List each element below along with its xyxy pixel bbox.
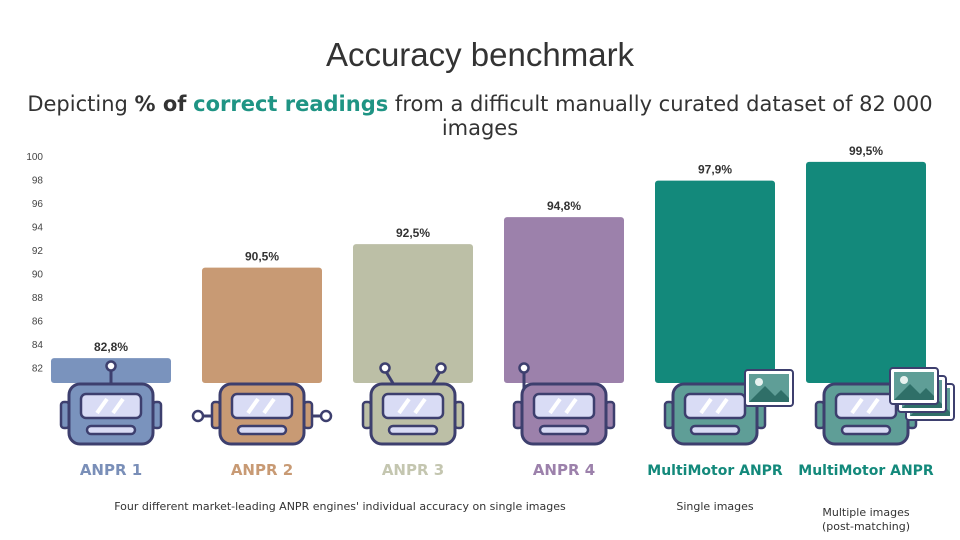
images-stack-icon <box>889 367 955 421</box>
bar-5 <box>655 180 775 383</box>
robot-mouth <box>387 424 439 436</box>
caption-engines: Four different market-leading ANPR engin… <box>114 500 566 513</box>
photo-mountains <box>894 384 934 400</box>
robot-mouth <box>689 424 741 436</box>
robot-visor-shine <box>397 397 411 415</box>
chart-title: Accuracy benchmark <box>325 36 635 73</box>
robot-ear <box>191 409 205 423</box>
robot-mouth <box>538 424 590 436</box>
y-tick-label: 94 <box>32 223 44 234</box>
y-tick-label: 90 <box>32 270 44 281</box>
category-label: MultiMotor ANPR <box>647 463 783 479</box>
bar-6 <box>806 161 926 383</box>
category-label: ANPR 3 <box>382 461 444 479</box>
data-label: 92,5% <box>396 226 430 240</box>
robot-visor <box>683 392 747 420</box>
robot-visor-shine <box>95 397 109 415</box>
robot-visor-shine <box>564 397 578 415</box>
photo-cloud <box>900 376 908 384</box>
robot-antenna-tip <box>518 362 530 374</box>
y-tick-label: 82 <box>32 364 44 375</box>
caption-multiple-images-line1: Multiple images <box>822 506 910 519</box>
robot-visor <box>230 392 294 420</box>
subtitle-text-start: Depicting <box>27 92 135 116</box>
caption-multiple-images-line2: (post-matching) <box>821 520 911 533</box>
image-icon <box>744 369 794 407</box>
data-label: 97,9% <box>698 163 732 177</box>
robot-visor <box>834 392 898 420</box>
robot-ear <box>319 409 333 423</box>
robot-visor <box>79 392 143 420</box>
y-tick-label: 98 <box>32 176 44 187</box>
robot-mouth <box>85 424 137 436</box>
robot-visor-shine <box>715 397 729 415</box>
bar-3 <box>353 244 473 383</box>
robot-with-images-icon <box>814 382 918 446</box>
robot-visor-shine <box>413 397 427 415</box>
robot-icon <box>512 362 616 446</box>
subtitle-accent-correct-readings: correct readings <box>193 92 389 116</box>
robot-mouth <box>840 424 892 436</box>
robot-visor-shine <box>111 397 125 415</box>
robot-antenna-tip <box>435 362 447 374</box>
robot-visor-shine <box>699 397 713 415</box>
caption-single-images: Single images <box>676 500 754 513</box>
data-label: 99,5% <box>849 144 883 158</box>
robot-visor-shine <box>262 397 276 415</box>
data-label: 94,8% <box>547 199 581 213</box>
category-label: ANPR 4 <box>533 461 595 479</box>
robot-mouth <box>236 424 288 436</box>
bar-2 <box>202 267 322 383</box>
data-label: 82,8% <box>94 340 128 354</box>
subtitle-text-end: from a difficult manually curated datase… <box>388 92 933 140</box>
robot-icon <box>191 382 333 446</box>
robot-visor-shine <box>548 397 562 415</box>
photo-mountains <box>749 386 789 402</box>
robot-visor-shine <box>850 397 864 415</box>
category-label: MultiMotor ANPR <box>798 463 934 479</box>
robot-visor-shine <box>246 397 260 415</box>
robot-icon <box>361 362 465 446</box>
y-tick-label: 86 <box>32 317 44 328</box>
subtitle-bold-percent: % of <box>134 92 187 116</box>
robot-visor-shine <box>866 397 880 415</box>
category-label: ANPR 2 <box>231 461 293 479</box>
bar-4 <box>504 217 624 383</box>
y-tick-label: 88 <box>32 293 44 304</box>
y-tick-label: 92 <box>32 246 44 257</box>
robot-icon <box>59 360 163 446</box>
y-tick-label: 100 <box>26 152 43 163</box>
caption-multiple-images: Multiple images (post-matching) <box>796 506 936 534</box>
robot-antenna-tip <box>105 360 117 372</box>
robot-visor <box>532 392 596 420</box>
data-label: 90,5% <box>245 250 279 264</box>
y-tick-label: 84 <box>32 340 44 351</box>
photo-cloud <box>755 378 763 386</box>
y-tick-label: 96 <box>32 199 44 210</box>
category-label: ANPR 1 <box>80 461 142 479</box>
robot-visor <box>381 392 445 420</box>
robot-antenna-tip <box>379 362 391 374</box>
robot-with-image-icon <box>663 382 767 446</box>
chart-subtitle: Depicting % of correct readings from a d… <box>0 92 960 140</box>
